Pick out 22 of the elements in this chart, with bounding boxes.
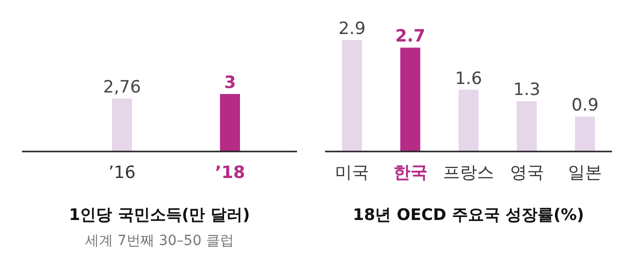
data-label: 3 (224, 73, 236, 93)
text: 18년 OECD 주요국 성장률(%) (352, 205, 584, 224)
data-label: 1.3 (513, 80, 540, 100)
text: 1인당 국민소득(만 달러) (69, 205, 250, 224)
x-tick-label: 미국 (335, 163, 369, 183)
bar (516, 101, 537, 151)
x-tick-label: ’18 (214, 163, 246, 183)
data-label: 2.7 (395, 26, 426, 47)
x-tick-label: 영국 (510, 163, 544, 183)
x-tick-label: 일본 (568, 163, 602, 183)
bar (458, 90, 478, 151)
data-label: 0.9 (571, 96, 599, 116)
data-label: 2,76 (103, 78, 141, 98)
x-tick-label: 한국 (393, 163, 428, 183)
data-label: 2.9 (338, 19, 366, 39)
x-tick-label: 프랑스 (443, 163, 494, 183)
text: 세계 7번째 30–50 클럽 (85, 233, 234, 249)
x-tick-label: ’16 (108, 163, 136, 183)
bar (342, 40, 362, 151)
bar (400, 48, 420, 151)
bar (575, 116, 595, 151)
data-label: 1.6 (454, 68, 482, 89)
